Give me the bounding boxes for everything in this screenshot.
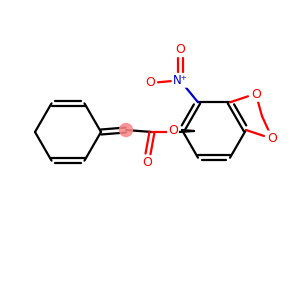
Text: N⁺: N⁺ xyxy=(172,74,188,87)
Text: O: O xyxy=(251,88,261,101)
Text: O: O xyxy=(267,131,277,145)
Text: O: O xyxy=(145,76,155,89)
Text: O: O xyxy=(168,124,178,137)
Text: O: O xyxy=(142,157,152,169)
Circle shape xyxy=(119,124,133,136)
Text: O: O xyxy=(175,43,185,56)
